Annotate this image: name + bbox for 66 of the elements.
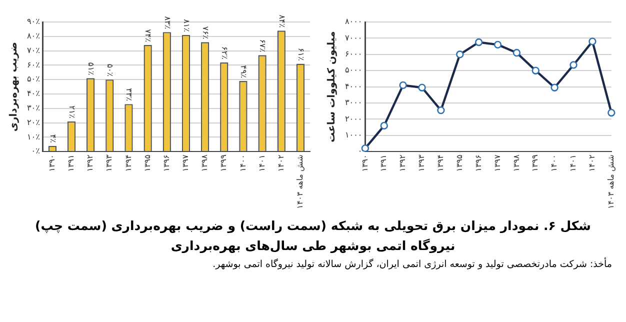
y-tick-label: ۵۰٪ xyxy=(27,74,40,84)
y-tick-label: ۷۰٪ xyxy=(27,46,40,55)
y-tick-label: ۳۰٪ xyxy=(27,103,40,112)
x-tick-label: ۱۳۹۰ xyxy=(360,154,370,172)
y-axis-title: میلیون کیلووات ساعت xyxy=(326,31,338,142)
y-tick-label: ۲۰٪ xyxy=(27,118,40,127)
x-tick-label: ۱۴۰۲ xyxy=(276,154,286,172)
data-label: ۸۱٪ xyxy=(182,19,191,32)
x-tick-label: ۱۳۹۶ xyxy=(162,154,171,172)
data-label: ۶۱٪ xyxy=(296,48,306,61)
x-tick-label: ۱۳۹۹ xyxy=(219,154,228,172)
x-tick-label: ۱۳۹۶ xyxy=(474,154,483,172)
y-axis-title: ضریب بهره‌برداری xyxy=(8,42,20,132)
y-tick-label: ۱۰٪ xyxy=(27,132,40,142)
data-label: ۵۰٪ xyxy=(106,64,115,77)
y-tick-label: ۵۰۰۰ xyxy=(345,66,362,75)
data-label: ۶۲٪ xyxy=(220,46,230,60)
x-tick-label: ۱۴۰۰ xyxy=(238,154,248,172)
x-tick-label: ۱۳۹۵ xyxy=(142,154,152,172)
y-tick-label: ۷۰۰۰ xyxy=(345,33,362,42)
x-tick-label: ۱۳۹۵ xyxy=(454,154,464,172)
x-tick-label: ۱۳۹۸ xyxy=(512,154,521,172)
y-tick-label: ۶۰۰۰ xyxy=(345,49,362,58)
data-label: ۸۴٪ xyxy=(277,14,286,28)
x-tick-label: ۱۳۹۱ xyxy=(379,154,388,172)
data-label: ۷۶٪ xyxy=(200,26,210,40)
y-tick-label: ۱۰۰۰ xyxy=(345,130,362,140)
x-tick-label: شش ماهه ۱۴۰۳ xyxy=(296,154,305,209)
data-label: ۴۹٪ xyxy=(239,65,248,78)
x-tick-label: ۱۴۰۰ xyxy=(550,154,559,172)
x-tick-label: ۱۳۹۰ xyxy=(48,154,57,172)
x-tick-label: ۱۴۰۱ xyxy=(257,154,266,172)
text: نیروگاه اتمی بوشهر طی سال‌های بهره‌برداری xyxy=(170,237,456,255)
x-tick-label: ۱۳۹۲ xyxy=(86,154,95,172)
x-tick-label: ۱۳۹۴ xyxy=(436,154,446,172)
text: مأخذ: شرکت مادرتخصصی تولید و توسعه انرژی اتمی ایران، گزارش سالانه تولید نیروگاه اتمی بوشهر. xyxy=(212,259,613,270)
data-label: ۳۳٪ xyxy=(124,88,134,102)
x-tick-label: ۱۳۹۷ xyxy=(492,154,502,172)
x-tick-label: ۱۳۹۳ xyxy=(417,154,426,172)
x-tick-label: ۱۳۹۸ xyxy=(200,154,210,172)
y-tick-label: ۲۰۰۰ xyxy=(345,114,362,124)
x-tick-label: ۱۳۹۲ xyxy=(398,154,408,172)
y-tick-label: ۳۰۰۰ xyxy=(345,98,362,108)
x-tick-label: شش ماهه ۱۴۰۳ xyxy=(606,154,616,209)
y-tick-label: ۴۰۰۰ xyxy=(345,82,362,91)
x-tick-label: ۱۴۰۱ xyxy=(568,154,578,172)
x-tick-label: ۱۳۹۷ xyxy=(181,154,190,172)
data-label: ۸۳٪ xyxy=(162,16,172,30)
data-label: ۲۱٪ xyxy=(67,105,76,118)
y-tick-label: ۹۰٪ xyxy=(27,17,40,26)
data-label: ۵۱٪ xyxy=(86,62,96,76)
data-label: ۶۷٪ xyxy=(258,39,268,52)
y-tick-label: ۰٪ xyxy=(31,146,40,156)
y-tick-label: ۶۰٪ xyxy=(27,60,40,70)
data-label: ۷۴٪ xyxy=(144,29,153,42)
x-tick-label: ۱۳۹۱ xyxy=(66,154,76,172)
y-tick-label: ۸۰۰۰ xyxy=(345,17,362,26)
x-tick-label: ۱۴۰۲ xyxy=(588,154,597,172)
y-tick-label: ۸۰٪ xyxy=(27,31,40,40)
x-tick-label: ۱۳۹۹ xyxy=(530,154,540,172)
data-label: ۴٪ xyxy=(48,134,58,143)
x-tick-label: ۱۳۹۳ xyxy=(104,154,114,172)
x-tick-label: ۱۳۹۴ xyxy=(124,154,133,172)
y-tick-label: ۰ xyxy=(358,146,362,156)
y-tick-label: ۴۰٪ xyxy=(27,89,40,98)
text: شکل ۶. نمودار میزان برق تحویلی به شبکه (سمت راست) و ضریب بهره‌برداری (سمت چپ) xyxy=(34,217,592,235)
